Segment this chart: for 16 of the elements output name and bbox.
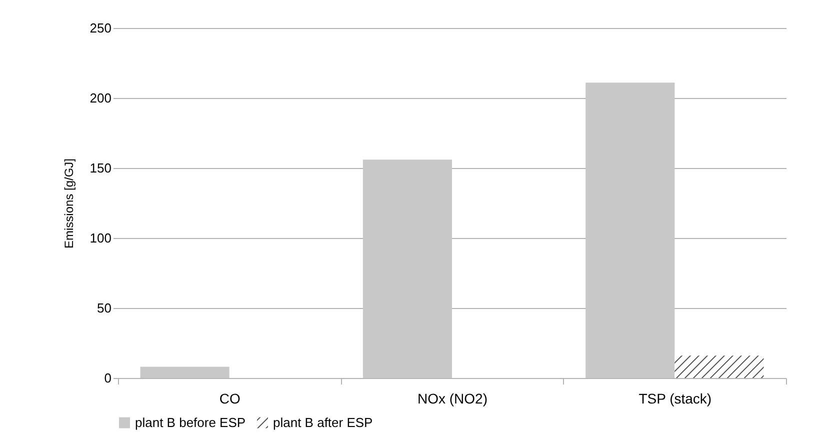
y-tick-label: 0: [104, 370, 112, 386]
bar: [140, 366, 230, 378]
legend-label: plant B before ESP: [135, 414, 246, 430]
x-tick-label: CO: [219, 390, 240, 406]
y-tick-label: 150: [90, 160, 112, 176]
y-axis-title: Emissions [g/GJ]: [62, 158, 76, 249]
bar: [586, 82, 675, 378]
x-tick-label: TSP (stack): [638, 390, 712, 406]
y-tick-label: 50: [97, 300, 112, 316]
legend-label: plant B after ESP: [273, 414, 373, 430]
bar: [362, 160, 452, 378]
x-tick-label: NOx (NO2): [418, 390, 488, 406]
y-tick-label: 250: [90, 20, 112, 36]
bar: [674, 356, 764, 378]
y-tick-label: 100: [90, 230, 112, 246]
y-tick-label: 200: [90, 90, 112, 106]
